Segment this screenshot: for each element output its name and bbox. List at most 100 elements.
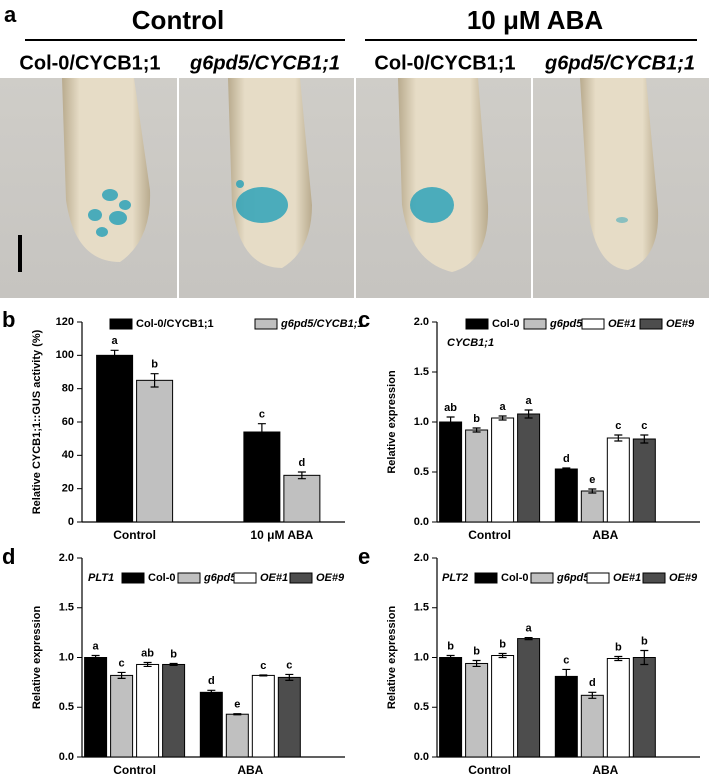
significance-letter: e xyxy=(234,699,240,711)
error-bar xyxy=(614,434,623,442)
root xyxy=(580,78,659,270)
panel-label: a xyxy=(4,2,17,27)
error-bar xyxy=(207,689,216,695)
y-tick-label: 0.5 xyxy=(414,466,429,478)
bar xyxy=(606,437,630,523)
legend-swatch xyxy=(581,318,605,330)
significance-letter: a xyxy=(526,395,533,407)
y-tick-label: 120 xyxy=(56,316,74,328)
y-tick-label: 2.0 xyxy=(414,552,429,564)
y-tick-label: 40 xyxy=(62,449,74,461)
bar xyxy=(517,413,541,523)
bar xyxy=(243,431,281,523)
y-tick-label: 0.0 xyxy=(59,751,74,763)
error-bar xyxy=(233,713,242,716)
root xyxy=(62,78,151,262)
gene-label: CYCB1;1 xyxy=(447,337,494,349)
legend-label: g6pd5 xyxy=(549,318,583,330)
significance-letter: a xyxy=(526,623,533,635)
y-tick-label: 0.0 xyxy=(414,516,429,528)
genotype-label: g6pd5/CYCB1;1 xyxy=(189,52,340,74)
group-label: 10 μM ABA xyxy=(467,5,604,35)
legend-label: OE#1 xyxy=(613,572,641,584)
genotype-label: Col-0/CYCB1;1 xyxy=(374,52,515,74)
error-bar xyxy=(91,654,100,661)
significance-letter: e xyxy=(589,474,595,486)
y-tick-label: 0.5 xyxy=(414,701,429,713)
y-tick-label: 2.0 xyxy=(414,316,429,328)
significance-letter: d xyxy=(589,677,596,689)
bar xyxy=(465,429,489,523)
x-tick-label: ABA xyxy=(592,763,618,777)
error-bar xyxy=(472,427,481,433)
panel-label: d xyxy=(2,544,15,569)
x-tick-label: Control xyxy=(468,763,511,777)
significance-letter: c xyxy=(260,660,266,672)
bar xyxy=(580,694,604,758)
y-tick-label: 0 xyxy=(68,516,74,528)
error-bar xyxy=(472,659,481,668)
bar xyxy=(632,438,656,523)
bar xyxy=(465,662,489,758)
bar xyxy=(136,379,174,523)
error-bar xyxy=(110,349,119,361)
error-bar xyxy=(588,488,597,494)
bar xyxy=(110,674,134,758)
error-bar xyxy=(285,673,294,681)
error-bar xyxy=(259,674,268,677)
y-tick-label: 0.5 xyxy=(59,701,74,713)
bar xyxy=(517,638,541,758)
panel-label: e xyxy=(358,544,370,569)
significance-letter: b xyxy=(473,413,480,425)
bar xyxy=(491,417,515,523)
group-label: Control xyxy=(132,5,224,35)
gene-label: PLT1 xyxy=(88,572,114,584)
x-tick-label: Control xyxy=(468,528,511,542)
significance-letter: a xyxy=(112,335,119,347)
bar xyxy=(251,674,275,758)
bar xyxy=(199,691,223,758)
y-tick-label: 1.0 xyxy=(414,416,429,428)
bar xyxy=(554,675,578,758)
error-bar xyxy=(640,649,649,666)
legend-label: OE#9 xyxy=(666,318,695,330)
significance-letter: c xyxy=(119,657,125,669)
error-bar xyxy=(169,662,178,667)
x-tick-label: 10 μM ABA xyxy=(250,528,313,542)
gus-stain xyxy=(88,180,628,237)
error-bar xyxy=(588,691,597,699)
y-tick-label: 1.5 xyxy=(414,602,429,614)
significance-letter: d xyxy=(208,675,215,687)
legend-swatch xyxy=(523,318,547,330)
legend-label: g6pd5/CYCB1;1 xyxy=(280,318,364,330)
y-tick-label: 1.0 xyxy=(414,651,429,663)
significance-letter: ab xyxy=(444,402,457,414)
genotype-label: Col-0/CYCB1;1 xyxy=(19,52,160,74)
legend-swatch xyxy=(465,318,489,330)
bar xyxy=(632,657,656,758)
legend-swatch xyxy=(474,572,498,584)
bar xyxy=(96,354,134,523)
legend-swatch xyxy=(254,318,278,330)
bar xyxy=(136,663,160,758)
significance-letter: d xyxy=(563,453,570,465)
significance-letter: b xyxy=(447,640,454,652)
legend-swatch xyxy=(121,572,145,584)
bar xyxy=(439,657,463,758)
significance-letter: b xyxy=(473,645,480,657)
significance-letter: c xyxy=(286,659,292,671)
y-axis-label: Relative expression xyxy=(386,370,398,474)
legend-label: g6pd5 xyxy=(556,572,590,584)
bar xyxy=(225,713,249,758)
error-bar xyxy=(562,668,571,684)
gene-label: PLT2 xyxy=(442,572,468,584)
significance-letter: a xyxy=(93,640,100,652)
legend-label: Col-0 xyxy=(148,572,176,584)
x-tick-label: ABA xyxy=(592,528,618,542)
genotype-label: g6pd5/CYCB1;1 xyxy=(544,52,695,74)
significance-letter: b xyxy=(615,641,622,653)
error-bar xyxy=(524,409,533,419)
legend-label: OE#9 xyxy=(316,572,345,584)
legend-swatch xyxy=(177,572,201,584)
